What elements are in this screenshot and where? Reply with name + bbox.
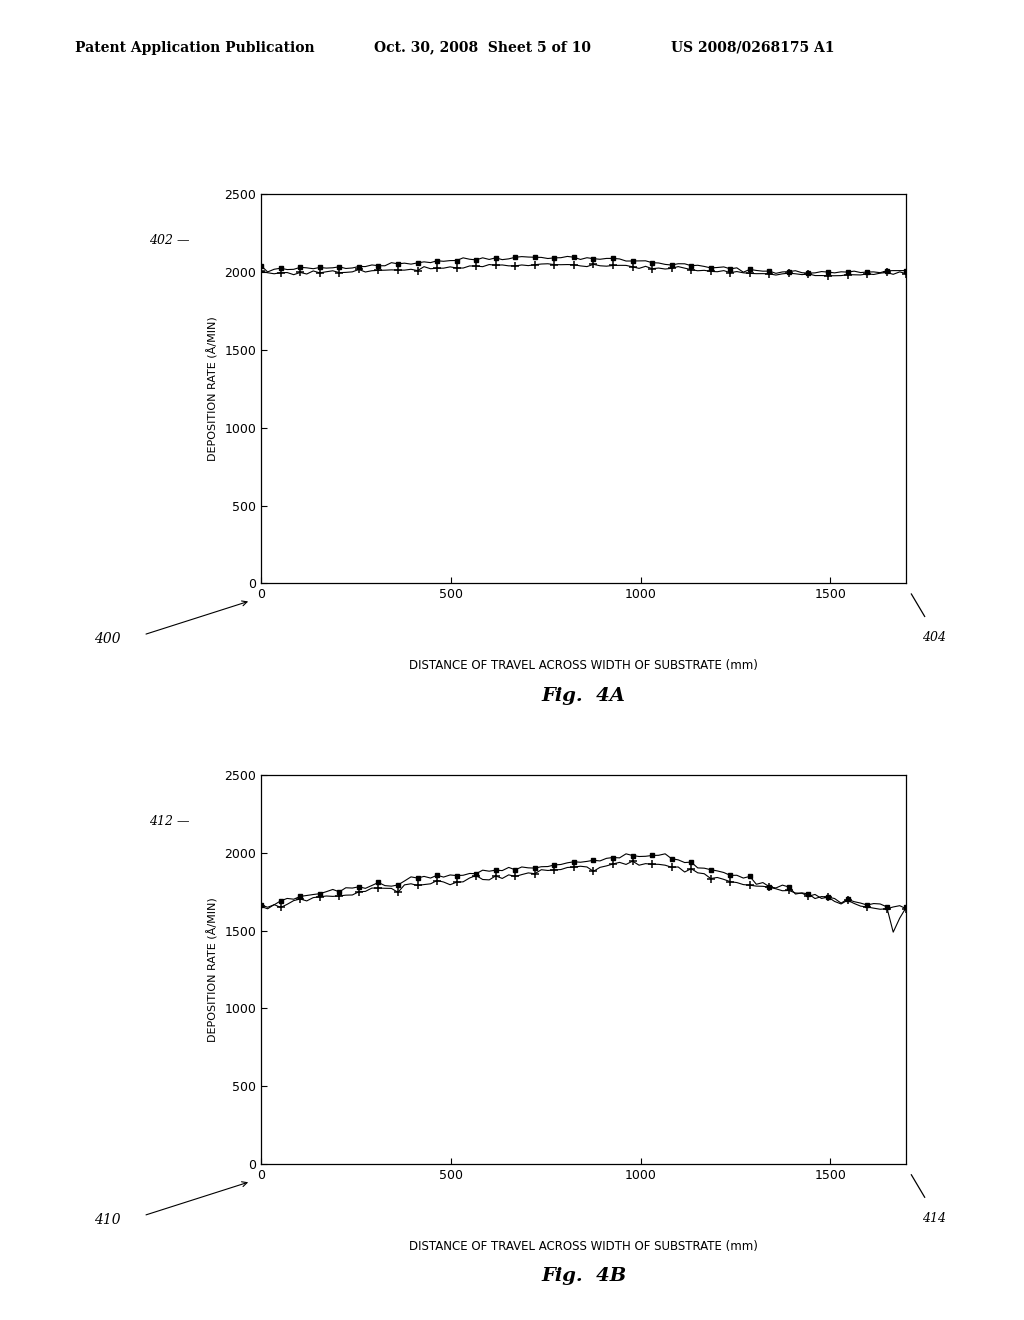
Text: US 2008/0268175 A1: US 2008/0268175 A1 bbox=[671, 41, 835, 54]
Text: 412 —: 412 — bbox=[148, 814, 189, 828]
Text: 414: 414 bbox=[922, 1212, 945, 1225]
Text: 400: 400 bbox=[94, 632, 121, 645]
Text: Oct. 30, 2008  Sheet 5 of 10: Oct. 30, 2008 Sheet 5 of 10 bbox=[374, 41, 591, 54]
Text: 410: 410 bbox=[94, 1213, 121, 1226]
Text: DISTANCE OF TRAVEL ACROSS WIDTH OF SUBSTRATE (mm): DISTANCE OF TRAVEL ACROSS WIDTH OF SUBST… bbox=[410, 1239, 758, 1253]
Y-axis label: DEPOSITION RATE (Å/MIN): DEPOSITION RATE (Å/MIN) bbox=[208, 898, 219, 1041]
Text: Fig.  4B: Fig. 4B bbox=[541, 1267, 627, 1286]
Text: Patent Application Publication: Patent Application Publication bbox=[75, 41, 314, 54]
Text: DISTANCE OF TRAVEL ACROSS WIDTH OF SUBSTRATE (mm): DISTANCE OF TRAVEL ACROSS WIDTH OF SUBST… bbox=[410, 659, 758, 672]
Text: 404: 404 bbox=[922, 631, 945, 644]
Y-axis label: DEPOSITION RATE (Å/MIN): DEPOSITION RATE (Å/MIN) bbox=[208, 317, 219, 461]
Text: Fig.  4A: Fig. 4A bbox=[542, 686, 626, 705]
Text: 402 —: 402 — bbox=[148, 234, 189, 247]
